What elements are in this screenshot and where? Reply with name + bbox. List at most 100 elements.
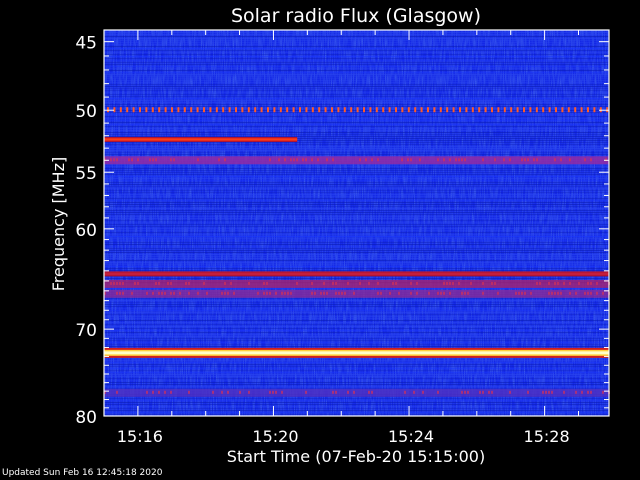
band-speck	[314, 291, 316, 295]
band-speck	[335, 390, 337, 394]
plot-striation	[104, 330, 609, 331]
band-speck	[515, 291, 517, 295]
band-speck	[449, 291, 451, 295]
band-dot	[119, 107, 122, 113]
band-speck	[422, 390, 424, 394]
band-speck	[290, 291, 292, 295]
plot-striation	[104, 410, 609, 411]
band-speck	[266, 291, 268, 295]
plot-striation	[104, 166, 609, 167]
band-speck	[569, 281, 571, 285]
band-speck	[326, 291, 328, 295]
band-speck	[461, 158, 463, 162]
plot-striation	[104, 288, 609, 289]
plot-striation	[104, 260, 609, 261]
band-speck	[221, 390, 223, 394]
band-speck	[170, 390, 172, 394]
band-speck	[173, 158, 175, 162]
plot-striation	[104, 308, 609, 309]
band-speck	[437, 291, 439, 295]
plot-striation	[104, 52, 609, 53]
band-speck	[377, 158, 379, 162]
plot-striation	[104, 132, 609, 133]
plot-striation	[104, 230, 609, 231]
band-speck	[455, 158, 457, 162]
band-speck	[437, 158, 439, 162]
plot-striation	[104, 136, 609, 137]
band-speck	[269, 291, 271, 295]
band-speck	[317, 158, 319, 162]
band-speck	[404, 390, 406, 394]
plot-striation	[104, 366, 609, 367]
band-speck	[590, 291, 592, 295]
band-speck	[548, 281, 550, 285]
plot-striation	[104, 386, 609, 387]
plot-striation	[104, 106, 609, 107]
plot-striation	[104, 104, 609, 105]
band-speck	[197, 158, 199, 162]
band-speck	[602, 390, 604, 394]
band-speck	[437, 390, 439, 394]
plot-striation	[104, 84, 609, 85]
band-speck	[119, 281, 121, 285]
plot-striation	[104, 362, 609, 363]
plot-striation	[104, 248, 609, 249]
band-dot	[484, 107, 487, 113]
band-speck	[272, 390, 274, 394]
band-speck	[203, 281, 205, 285]
band-dot	[164, 107, 167, 113]
plot-striation	[104, 94, 609, 95]
band-speck	[197, 291, 199, 295]
band-bright-6	[104, 351, 609, 355]
band-speck	[164, 291, 166, 295]
plot-striation	[104, 46, 609, 47]
band-dot	[279, 107, 282, 113]
band-speck	[206, 291, 208, 295]
band-dot	[523, 107, 525, 113]
band-dot	[350, 107, 353, 113]
plot-striation	[104, 384, 609, 385]
band-speck	[560, 158, 562, 162]
plot-striation	[104, 68, 609, 69]
band-speck	[359, 281, 361, 285]
plot-striation	[104, 110, 609, 111]
band-speck	[545, 390, 547, 394]
plot-striation	[104, 226, 609, 227]
plot-striation	[104, 134, 609, 135]
band-speck	[305, 158, 307, 162]
band-speck	[443, 281, 445, 285]
band-speck	[320, 291, 322, 295]
plot-striation	[104, 376, 609, 377]
band-speck	[146, 291, 148, 295]
plot-striation	[104, 38, 609, 39]
band-speck	[110, 158, 112, 162]
plot-striation	[104, 142, 609, 143]
plot-striation	[104, 176, 609, 177]
band-speck	[338, 291, 340, 295]
band-speck	[395, 281, 397, 285]
plot-striation	[104, 326, 609, 327]
y-tick-label: 60	[75, 221, 97, 241]
band-speck	[410, 281, 412, 285]
band-speck	[152, 390, 154, 394]
band-speck	[347, 281, 349, 285]
plot-striation	[104, 374, 609, 375]
band-speck	[293, 158, 295, 162]
band-dot	[439, 107, 442, 113]
plot-striation	[104, 242, 609, 243]
band-speck	[458, 158, 460, 162]
band-dot	[452, 107, 455, 113]
y-tick-label: 45	[75, 34, 97, 54]
band-dot	[286, 107, 289, 113]
band-speck	[368, 390, 370, 394]
plot-striation	[104, 332, 609, 333]
band-dot	[171, 107, 173, 113]
band-speck	[344, 291, 346, 295]
plot-frame	[103, 29, 610, 417]
plot-striation	[104, 336, 609, 337]
band-speck	[110, 281, 112, 285]
band-speck	[584, 158, 586, 162]
band-speck	[302, 158, 304, 162]
band-speck	[569, 291, 571, 295]
band-speck	[269, 390, 271, 394]
